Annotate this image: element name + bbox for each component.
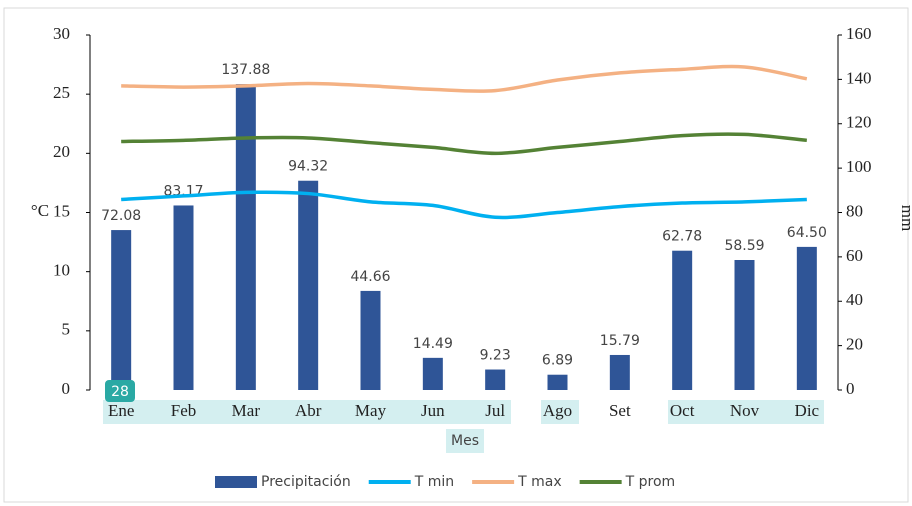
x-tick-label: Jul — [485, 401, 505, 420]
x-tick-label: Mar — [232, 401, 261, 420]
line — [121, 64, 808, 93]
y-tick-label: 30 — [53, 24, 70, 43]
y2-axis-label: mm — [898, 205, 912, 231]
x-tick-label: Abr — [295, 401, 322, 420]
x-tick-label: Ago — [543, 401, 572, 420]
legend-label: Precipitación — [261, 474, 351, 490]
y-tick-label: 10 — [53, 261, 70, 280]
bar — [298, 180, 319, 390]
data-label: 58.59 — [724, 238, 764, 254]
y-tick-label: 15 — [53, 201, 70, 220]
data-label: 72.08 — [101, 208, 141, 224]
y2-tick-label: 0 — [846, 379, 855, 398]
x-tick-label: Nov — [730, 401, 760, 420]
bar — [111, 230, 132, 390]
data-label: 6.89 — [542, 353, 573, 369]
bar — [173, 205, 194, 390]
x-tick-label: Ene — [108, 401, 134, 420]
bar — [235, 84, 256, 391]
line — [121, 132, 807, 156]
legend-label: T min — [414, 474, 454, 490]
data-label: 62.78 — [662, 229, 702, 245]
bar — [672, 250, 693, 390]
annotation-badge — [105, 380, 135, 402]
bar — [360, 290, 381, 390]
data-label: 44.66 — [350, 269, 390, 285]
legend-label: T max — [517, 474, 562, 490]
bar — [547, 374, 568, 390]
bar — [734, 260, 755, 390]
x-tick-label: Feb — [171, 401, 197, 420]
x-tick-label: Oct — [670, 401, 695, 420]
label-highlight — [103, 400, 511, 424]
label-highlight — [446, 429, 484, 453]
chart-frame — [3, 7, 909, 503]
y2-tick-label: 120 — [846, 113, 872, 132]
y2-tick-label: 20 — [846, 335, 863, 354]
data-label: 9.23 — [480, 348, 511, 364]
y2-tick-label: 100 — [846, 157, 872, 176]
line — [121, 190, 807, 220]
bar — [796, 246, 817, 390]
y-axis-label: °C — [31, 201, 49, 220]
y-tick-label: 5 — [62, 320, 71, 339]
y2-tick-label: 80 — [846, 201, 863, 220]
y2-tick-label: 140 — [846, 68, 872, 87]
x-tick-label: Dic — [795, 401, 820, 420]
y-tick-label: 20 — [53, 142, 70, 161]
x-axis-label: Mes — [451, 433, 479, 449]
bar — [485, 369, 506, 390]
data-label: 137.88 — [221, 62, 270, 78]
y-tick-label: 0 — [62, 379, 71, 398]
data-label: 14.49 — [413, 336, 453, 352]
x-tick-label: Jun — [421, 401, 445, 420]
y2-tick-label: 160 — [846, 24, 872, 43]
data-label: 64.50 — [787, 225, 827, 241]
y2-tick-label: 60 — [846, 246, 863, 265]
x-tick-label: Set — [609, 401, 631, 420]
legend-swatch — [215, 476, 257, 488]
y-tick-label: 25 — [53, 83, 70, 102]
y2-tick-label: 40 — [846, 290, 863, 309]
data-label: 15.79 — [600, 333, 640, 349]
label-highlight — [541, 400, 579, 424]
legend-label: T prom — [625, 474, 676, 490]
data-label: 94.32 — [288, 159, 328, 175]
annotation: 28 — [111, 384, 129, 400]
bar — [609, 354, 630, 390]
label-highlight — [668, 400, 824, 424]
x-tick-label: May — [355, 401, 387, 420]
bar — [422, 357, 443, 390]
